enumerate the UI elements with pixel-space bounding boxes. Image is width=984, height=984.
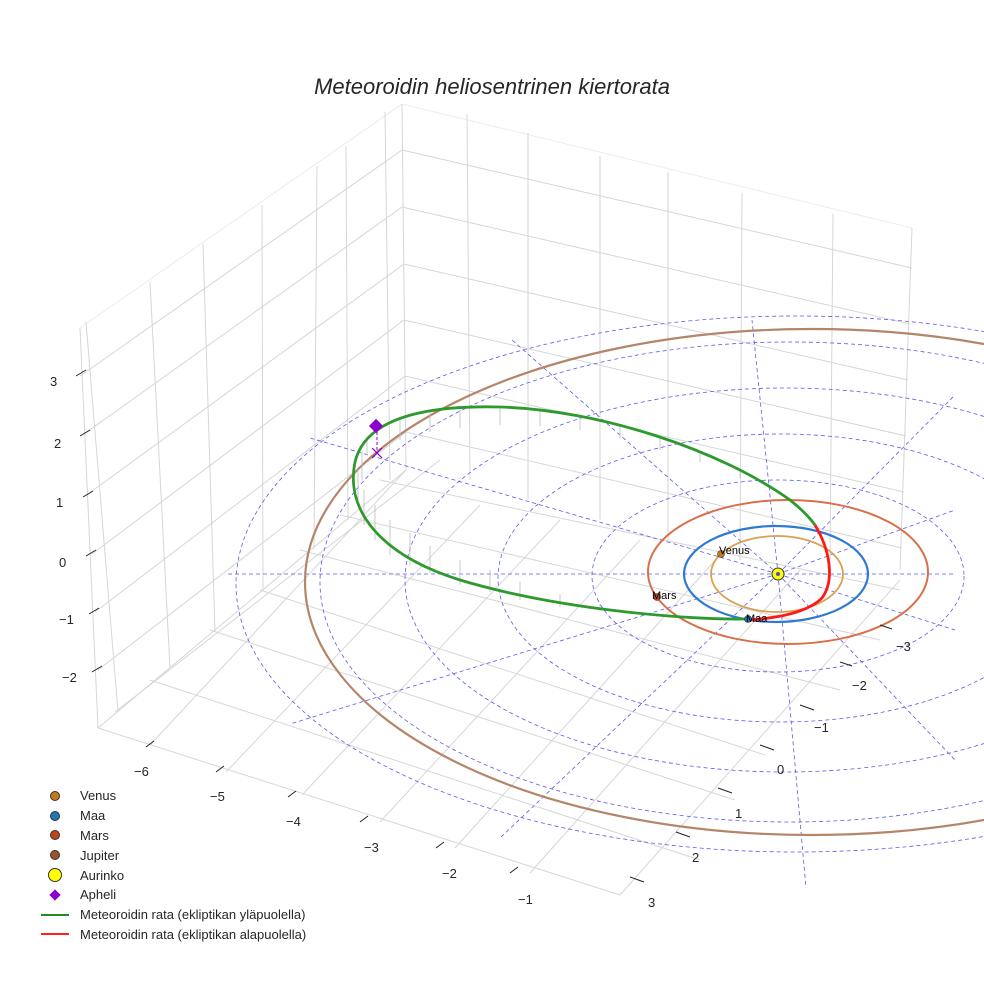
legend-label: Aurinko [80,867,125,883]
maa-legend-dot-icon [50,810,60,821]
mars-label: Mars [652,590,677,602]
jupiter-orbit [304,327,984,837]
mars-legend-dot-icon [50,830,60,841]
sun-marker [771,567,785,581]
x-tick-m2: −2 [442,866,457,881]
legend-item-maa[interactable]: Maa [38,806,306,826]
legend-label: Meteoroidin rata (ekliptikan alapuolella… [80,926,307,942]
legend: Venus Maa Mars Jupiter Aurinko Apheli Me… [38,786,306,944]
venus-label: Venus [719,545,750,557]
x-axis [145,740,519,874]
y-tick-0: 0 [777,762,784,777]
y-tick-m2: −2 [852,678,867,693]
x-tick-m4: −4 [286,814,301,829]
chart-title: Meteoroidin heliosentrinen kiertorata [314,74,670,99]
z-tick-0: 0 [59,555,66,570]
x-tick-m3: −3 [364,840,379,855]
legend-label: Mars [80,827,109,843]
legend-label: Meteoroidin rata (ekliptikan yläpuolella… [80,907,306,923]
meteoroid-orbit-above [352,405,817,621]
mars-marker [653,593,661,601]
z-tick-m2: −2 [62,670,77,685]
green-line-icon [41,913,69,916]
z-tick-1: 1 [56,495,63,510]
y-axis [629,624,893,883]
legend-item-jupiter[interactable]: Jupiter [38,845,306,865]
red-line-icon [41,933,69,936]
earth-orbit [682,524,870,624]
z-axis [75,369,103,673]
venus-marker [717,550,725,558]
legend-item-apheli[interactable]: Apheli [38,885,306,905]
y-tick-m3: −3 [896,639,911,654]
z-tick-m1: −1 [59,612,74,627]
legend-item-aurinko[interactable]: Aurinko [38,865,306,885]
y-tick-2: 2 [692,850,699,865]
x-tick-m6: −6 [134,764,149,779]
legend-item-orbit-above[interactable]: Meteoroidin rata (ekliptikan yläpuolella… [38,905,306,925]
legend-label: Jupiter [80,847,120,863]
meteoroid-orbit-below [747,524,831,622]
y-tick-3: 3 [648,895,655,910]
legend-label: Venus [80,788,117,804]
earth-label: Maa [746,613,768,625]
x-tick-m1: −1 [518,892,533,907]
venus-legend-dot-icon [50,790,60,801]
earth-marker [744,615,752,623]
legend-item-mars[interactable]: Mars [38,826,306,846]
aphelion-marker [368,418,384,459]
diamond-icon [49,889,61,901]
legend-item-orbit-below[interactable]: Meteoroidin rata (ekliptikan alapuolella… [38,925,306,945]
venus-orbit [710,535,844,613]
sun-legend-dot-icon [48,868,62,883]
y-tick-1: 1 [735,806,742,821]
jupiter-legend-dot-icon [50,850,60,861]
legend-label: Apheli [80,887,117,903]
legend-item-venus[interactable]: Venus [38,786,306,806]
z-tick-3: 3 [50,374,57,389]
y-tick-m1: −1 [814,720,829,735]
legend-label: Maa [80,808,106,824]
ecliptic-polar-grid [228,315,984,889]
x-tick-m5: −5 [210,789,225,804]
z-tick-2: 2 [54,436,61,451]
